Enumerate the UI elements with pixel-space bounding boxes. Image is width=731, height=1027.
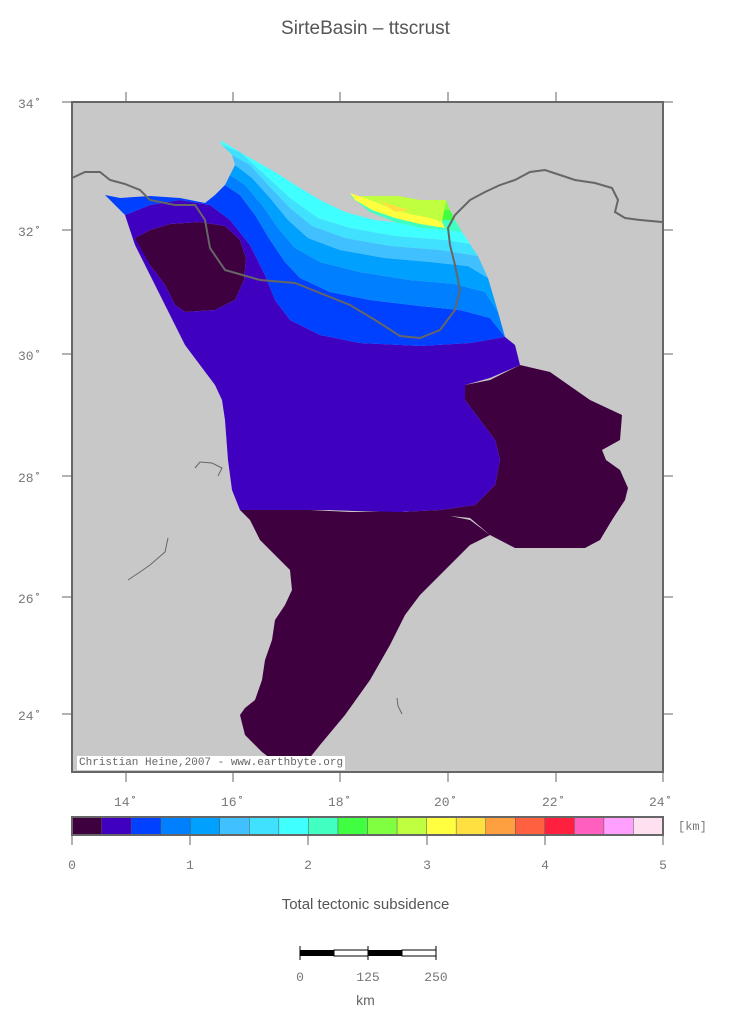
lon-label: 24˚ (649, 795, 672, 810)
lat-label: 26˚ (18, 592, 41, 607)
coastline (71, 168, 663, 340)
river-2 (127, 537, 169, 581)
region-cyan (222, 145, 478, 256)
lat-label: 34˚ (18, 97, 41, 112)
scale-unit: km (356, 992, 375, 1008)
region-sky (230, 165, 498, 312)
region-deep-purple (135, 222, 628, 770)
lon-label: 14˚ (114, 795, 137, 810)
map-ticks (62, 92, 673, 782)
lat-label: 32˚ (18, 225, 41, 240)
region-lightblue (232, 155, 488, 278)
lon-label: 22˚ (542, 795, 565, 810)
colorbar-unit: [km] (678, 820, 707, 834)
lon-label: 20˚ (434, 795, 457, 810)
region-aqua (220, 140, 470, 244)
lat-label: 30˚ (18, 349, 41, 364)
region-blue (105, 185, 505, 346)
region-azure (225, 175, 505, 337)
lon-label: 18˚ (328, 795, 351, 810)
lon-label: 16˚ (221, 795, 244, 810)
region-gold (378, 200, 410, 212)
map-credit: Christian Heine,2007 - www.earthbyte.org (77, 756, 346, 770)
river-3 (396, 697, 403, 715)
lat-label: 28˚ (18, 471, 41, 486)
legend-title: Total tectonic subsidence (281, 896, 450, 913)
lat-label: 24˚ (18, 709, 41, 724)
map-border (71, 101, 664, 773)
region-indigo (125, 200, 520, 512)
map-title: SirteBasin – ttscrust (281, 18, 450, 39)
river-1 (194, 461, 223, 477)
